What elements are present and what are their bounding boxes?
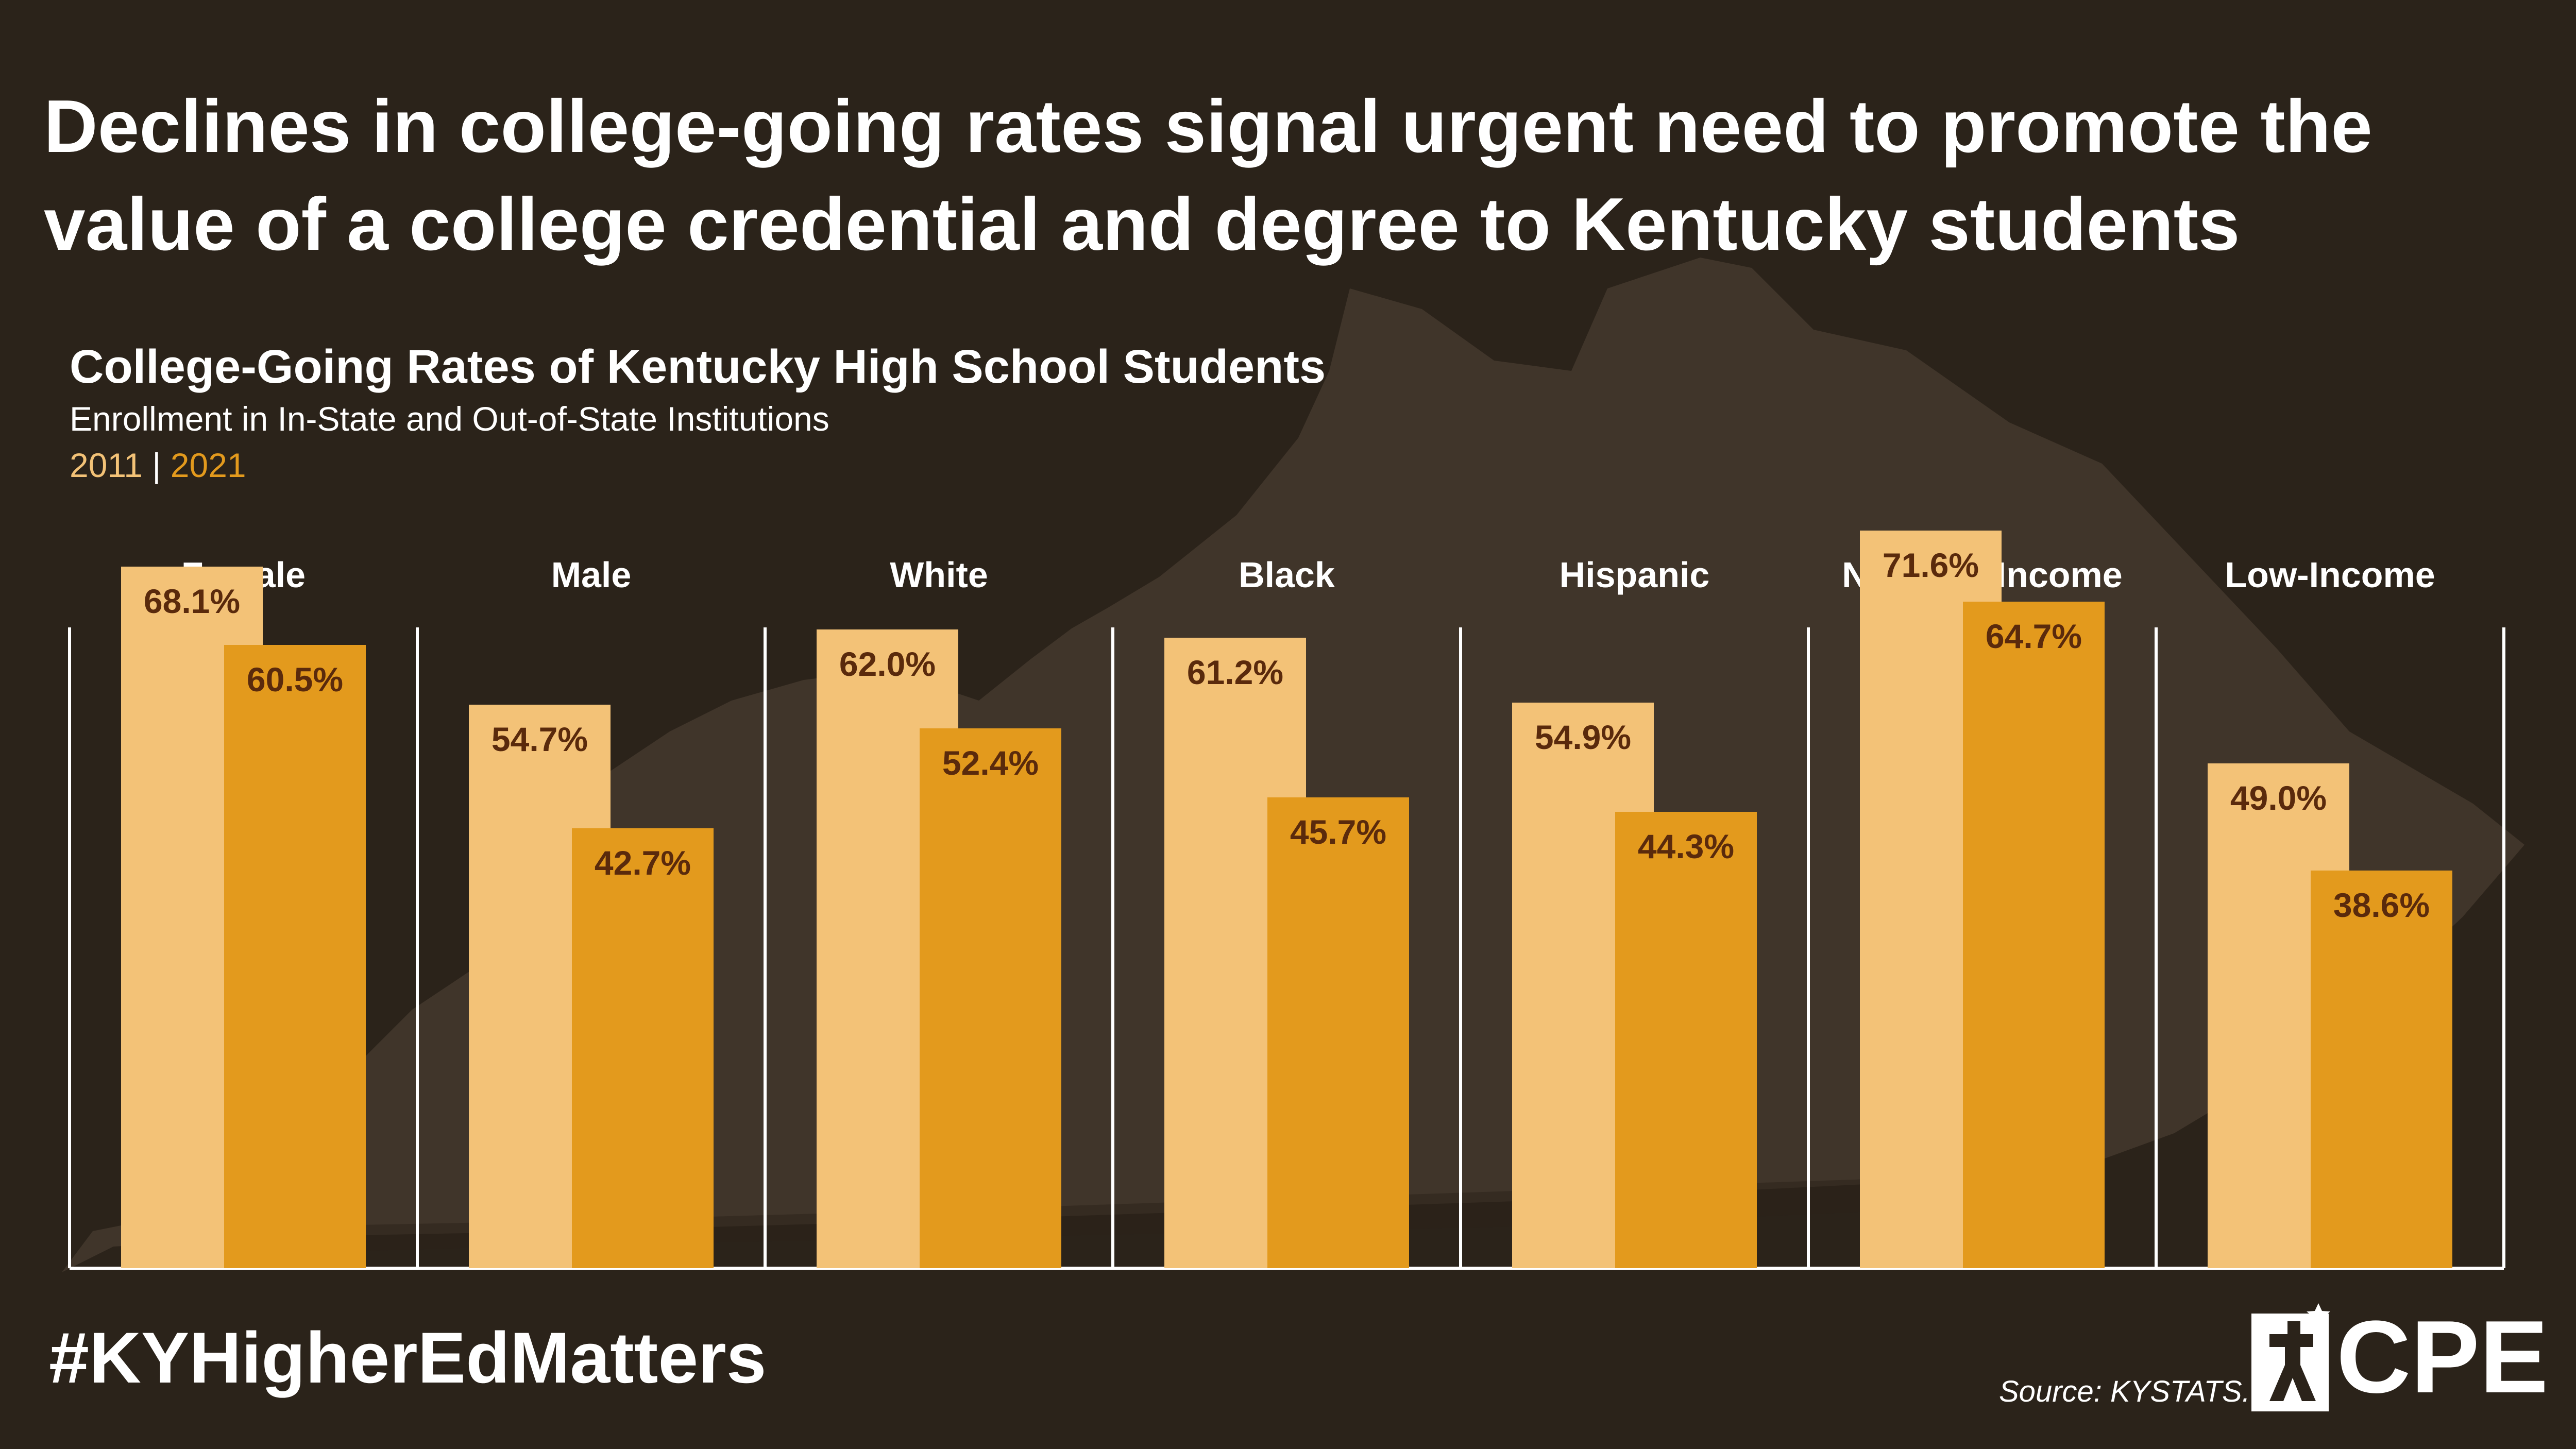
hashtag: #KYHigherEdMatters xyxy=(49,1317,767,1398)
cpe-logo-text: CPE xyxy=(2336,1300,2549,1414)
value-label-2011: 62.0% xyxy=(839,645,936,683)
legend-2011: 2011 xyxy=(70,446,143,484)
value-label-2011: 61.2% xyxy=(1187,653,1283,691)
category-label: Male xyxy=(551,555,632,595)
value-label-2011: 71.6% xyxy=(1883,546,1979,584)
value-label-2021: 64.7% xyxy=(1986,617,2082,655)
bar-2021 xyxy=(1267,797,1409,1268)
headline: Declines in college-going rates signal u… xyxy=(44,84,2372,266)
category-label: Black xyxy=(1239,555,1335,595)
bar-2021 xyxy=(920,728,1061,1268)
category-label: Hispanic xyxy=(1560,555,1710,595)
value-label-2011: 49.0% xyxy=(2230,779,2327,817)
value-label-2021: 38.6% xyxy=(2333,886,2430,924)
bar-2021 xyxy=(572,828,714,1268)
source-note: Source: KYSTATS. xyxy=(1999,1375,2250,1408)
bar-2021 xyxy=(224,645,366,1268)
value-label-2021: 52.4% xyxy=(942,744,1039,782)
legend-separator: | xyxy=(152,446,161,484)
bar-2021 xyxy=(1615,812,1757,1268)
value-label-2021: 45.7% xyxy=(1290,813,1386,851)
chart-title: College-Going Rates of Kentucky High Sch… xyxy=(70,340,1326,393)
category-label: Low-Income xyxy=(2225,555,2435,595)
value-label-2021: 60.5% xyxy=(247,660,343,698)
chart-subtitle: Enrollment in In-State and Out-of-State … xyxy=(70,400,829,438)
value-label-2021: 44.3% xyxy=(1638,827,1734,865)
value-label-2021: 42.7% xyxy=(595,844,691,882)
cpe-logo-figure-icon xyxy=(2251,1303,2330,1411)
value-label-2011: 54.7% xyxy=(492,720,588,758)
value-label-2011: 54.9% xyxy=(1535,718,1631,756)
bar-2021 xyxy=(1963,602,2105,1268)
category-label: White xyxy=(890,555,988,595)
bar-2021 xyxy=(2311,871,2452,1268)
legend-2021: 2021 xyxy=(170,446,246,484)
chart-legend: 2011 | 2021 xyxy=(70,446,246,485)
value-label-2011: 68.1% xyxy=(144,582,240,620)
